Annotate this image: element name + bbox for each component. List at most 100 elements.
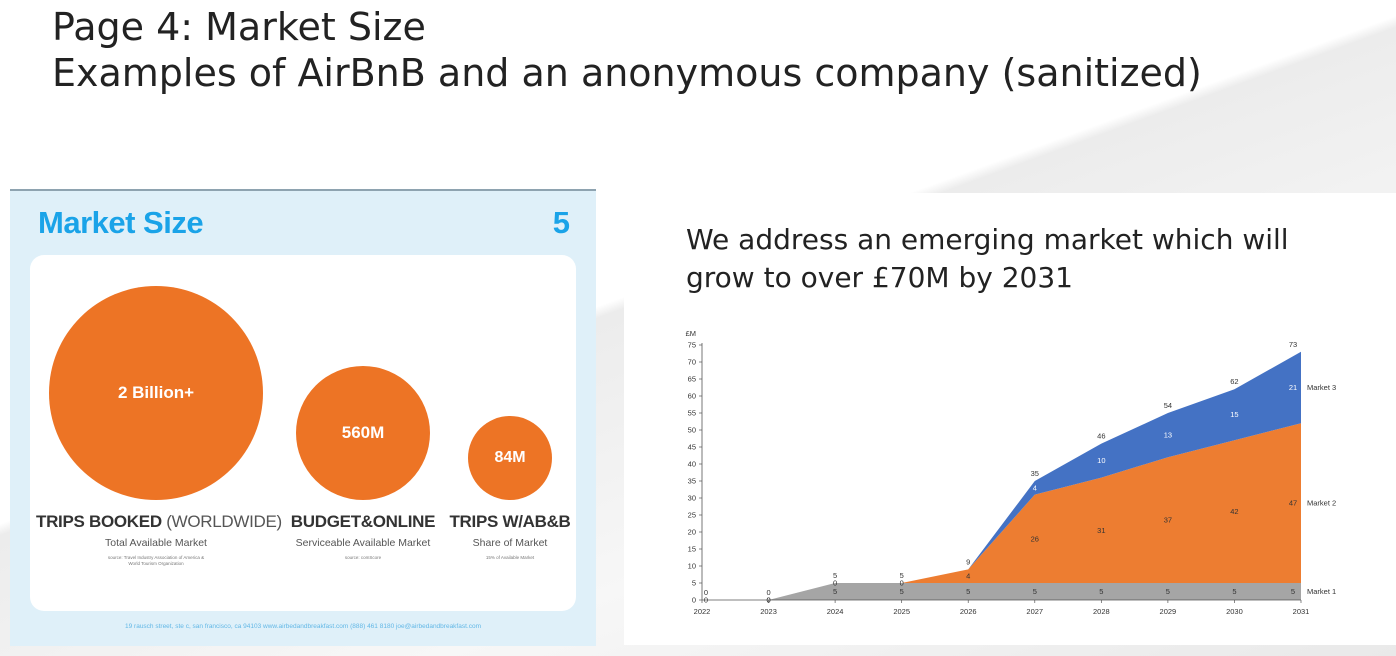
tam-heading-light: (WORLDWIDE) [161, 512, 282, 531]
series-label-market-3: Market 3 [1307, 383, 1336, 392]
x-tick-label: 2028 [1093, 607, 1110, 616]
sam-circle: 560M [296, 366, 430, 500]
data-label-market-1: 5 [900, 587, 904, 596]
sam-subtitle: Serviceable Available Market [295, 537, 431, 549]
tam-column: TRIPS BOOKED (WORLDWIDE) Total Available… [36, 512, 282, 567]
y-tick-label: 50 [688, 426, 696, 435]
data-label-market-3: 4 [1033, 483, 1037, 492]
total-label: 54 [1164, 401, 1172, 410]
y-tick-label: 20 [688, 528, 696, 537]
chart-slide-title: We address an emerging market which will… [686, 221, 1366, 297]
slide-title: Market Size [38, 205, 204, 240]
page-title: Page 4: Market Size Examples of AirBnB a… [52, 4, 1202, 96]
data-label-market-2: 0 [833, 579, 837, 588]
data-label-market-1: 5 [966, 587, 970, 596]
series-label-market-2: Market 2 [1307, 499, 1336, 508]
x-tick-label: 2024 [827, 607, 844, 616]
area-market-1 [702, 583, 1301, 600]
page-title-line-2: Examples of AirBnB and an anonymous comp… [52, 51, 1202, 95]
slide-footer-contact: 19 rausch street, ste c, san francisco, … [125, 623, 481, 630]
airbnb-market-size-slide: Market Size 5 2 Billion+ 560M 84M TRIPS … [10, 189, 596, 646]
y-tick-label: 0 [692, 596, 696, 605]
data-label-market-3: 15 [1230, 410, 1238, 419]
y-tick-label: 70 [688, 358, 696, 367]
data-label-market-2: 0 [900, 579, 904, 588]
x-tick-label: 2022 [694, 607, 711, 616]
total-label: 0 [704, 588, 708, 597]
y-tick-label: 30 [688, 494, 696, 503]
tam-circle: 2 Billion+ [49, 286, 263, 500]
som-source: 15% of Available Market [485, 555, 535, 560]
data-label-market-1: 5 [1033, 587, 1037, 596]
y-tick-label: 75 [688, 341, 696, 350]
data-label-market-2: 26 [1031, 534, 1039, 543]
total-label: 5 [900, 571, 904, 580]
data-label-market-1: 5 [1232, 587, 1236, 596]
series-label-market-1: Market 1 [1307, 587, 1336, 596]
tam-source-line-1: source: Travel Industry Association of A… [107, 555, 205, 560]
data-label-market-3: 10 [1097, 456, 1105, 465]
data-label-market-3: 21 [1289, 383, 1297, 392]
total-label: 73 [1289, 340, 1297, 349]
chart-slide-title-line-2: grow to over £70M by 2031 [686, 261, 1073, 294]
data-label-market-1: 5 [1291, 587, 1295, 596]
data-label-market-1: 0 [704, 596, 708, 605]
sam-circle-label: 560M [341, 423, 385, 442]
y-tick-label: 10 [688, 562, 696, 571]
company-market-chart-slide: We address an emerging market which will… [624, 193, 1396, 645]
tam-subtitle: Total Available Market [105, 537, 207, 549]
sam-heading: BUDGET&ONLINE [280, 512, 446, 532]
total-label: 5 [833, 571, 837, 580]
total-label: 35 [1031, 469, 1039, 478]
data-label-market-1: 5 [1099, 587, 1103, 596]
som-column: TRIPS W/AB&B Share of Market 15% of Avai… [448, 512, 572, 561]
data-label-market-1: 5 [1166, 587, 1170, 596]
y-tick-label: 60 [688, 392, 696, 401]
x-tick-label: 2026 [960, 607, 977, 616]
data-label-market-2: 37 [1164, 516, 1172, 525]
y-tick-label: 40 [688, 460, 696, 469]
som-heading: TRIPS W/AB&B [448, 512, 572, 532]
som-circle-label: 84M [494, 449, 526, 466]
x-tick-label: 2025 [893, 607, 910, 616]
x-tick-label: 2030 [1226, 607, 1243, 616]
som-circle: 84M [468, 416, 552, 500]
data-label-market-2: 0 [766, 596, 770, 605]
data-label-market-2: 4 [966, 572, 970, 581]
x-tick-label: 2031 [1293, 607, 1310, 616]
chart-slide-title-line-1: We address an emerging market which will [686, 223, 1289, 256]
y-tick-label: 5 [692, 579, 696, 588]
y-tick-label: 25 [688, 511, 696, 520]
y-tick-label: 15 [688, 545, 696, 554]
y-tick-label: 45 [688, 443, 696, 452]
data-label-market-1: 0 [766, 596, 770, 605]
data-label-market-1: 5 [833, 587, 837, 596]
data-label-market-2: 47 [1289, 499, 1297, 508]
tam-circle-label: 2 Billion+ [117, 383, 195, 402]
total-label: 62 [1230, 377, 1238, 386]
y-tick-label: 55 [688, 409, 696, 418]
sam-heading-bold: BUDGET&ONLINE [290, 512, 436, 531]
tam-heading: TRIPS BOOKED (WORLDWIDE) [36, 512, 282, 532]
y-tick-label: 35 [688, 477, 696, 486]
area-market-2 [702, 423, 1301, 600]
sam-column: BUDGET&ONLINE Serviceable Available Mark… [280, 512, 446, 561]
tam-source: source: Travel Industry Association of A… [36, 555, 276, 567]
sam-source: source: comScore [344, 555, 382, 560]
y-axis-unit-label: £M [686, 329, 696, 338]
slide-page-number: 5 [552, 205, 570, 240]
som-heading-bold: TRIPS W/AB&B [449, 512, 571, 531]
data-label-market-3: 13 [1164, 431, 1172, 440]
x-tick-label: 2027 [1026, 607, 1043, 616]
y-tick-label: 65 [688, 375, 696, 384]
market-size-card: 2 Billion+ 560M 84M TRIPS BOOKED (WORLDW… [30, 255, 576, 611]
tam-heading-bold: TRIPS BOOKED [36, 512, 162, 531]
data-label-market-2: 31 [1097, 526, 1105, 535]
tam-source-line-2: World Tourism Organization [128, 561, 184, 566]
x-tick-label: 2023 [760, 607, 777, 616]
total-label: 46 [1097, 432, 1105, 441]
total-label: 0 [766, 588, 770, 597]
total-label: 9 [966, 557, 970, 566]
data-label-market-2: 42 [1230, 507, 1238, 516]
